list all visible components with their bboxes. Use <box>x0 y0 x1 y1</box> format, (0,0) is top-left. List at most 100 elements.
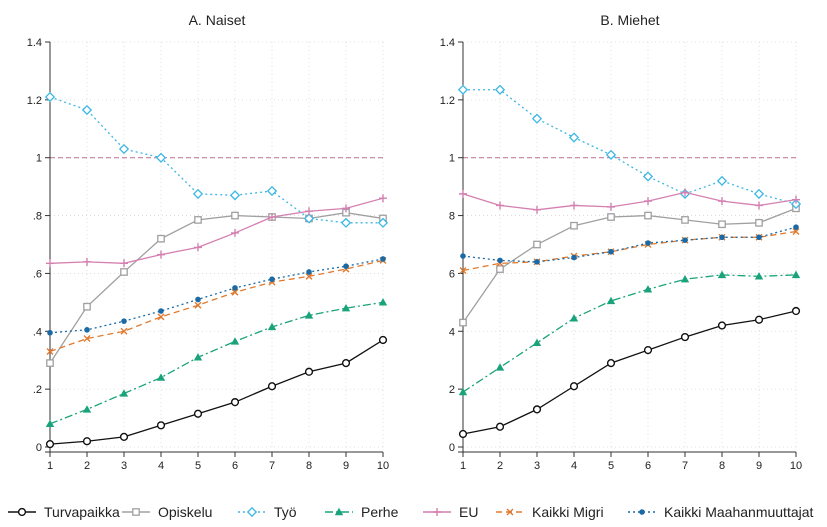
x-tick-label: 9 <box>343 460 349 472</box>
panel-miehet: B. Miehet 0 2 4 6 8 1 1.2 1.4 1 2 3 4 5 6 7 8 9 10 <box>440 12 802 472</box>
data-point <box>267 382 277 391</box>
data-point <box>719 234 725 241</box>
data-point <box>82 437 92 446</box>
data-point <box>121 318 127 324</box>
data-point <box>120 327 128 335</box>
data-point <box>681 188 689 197</box>
data-point <box>47 329 53 336</box>
data-point <box>459 189 467 198</box>
data-point <box>83 257 91 266</box>
data-point <box>644 211 652 220</box>
data-point <box>157 313 165 321</box>
legend-item: Opiskelu <box>122 504 212 520</box>
data-point <box>46 259 54 268</box>
data-point <box>193 353 203 361</box>
legend-marker <box>17 507 27 517</box>
data-point <box>231 211 239 220</box>
data-point <box>754 315 764 324</box>
series-line <box>49 96 383 224</box>
panel-title: B. Miehet <box>600 12 659 28</box>
data-point <box>46 348 54 356</box>
series-perhe <box>45 298 388 428</box>
y-tick-label: 0 <box>449 442 455 454</box>
legend: Turvapaikka Opiskelu Työ Perhe EU Kaikki Migr… <box>8 504 814 520</box>
data-point <box>156 373 166 381</box>
legend-label: EU <box>459 504 478 520</box>
data-point <box>83 335 91 343</box>
legend-item: Työ <box>238 504 297 520</box>
data-point <box>230 337 240 345</box>
series-line <box>462 274 797 393</box>
x-tick-label: 4 <box>158 460 164 472</box>
data-point <box>45 419 55 428</box>
x-tick-label: 7 <box>269 460 275 472</box>
data-point <box>341 359 351 368</box>
legend-marker <box>246 506 258 518</box>
data-point <box>155 152 167 163</box>
y-tick-label: .2 <box>33 384 42 396</box>
data-point <box>194 243 202 252</box>
data-point <box>84 327 90 333</box>
data-point <box>790 198 802 210</box>
x-tick-label: 5 <box>195 460 201 472</box>
legend-label: Turvapaikka <box>44 504 120 520</box>
data-point <box>606 296 616 305</box>
legend-marker <box>132 508 140 516</box>
data-point <box>496 265 504 273</box>
series-line <box>49 339 384 445</box>
data-point <box>570 221 578 230</box>
data-point <box>681 216 689 224</box>
data-point <box>457 84 469 95</box>
data-point <box>195 296 201 303</box>
data-point <box>83 302 91 311</box>
series-line <box>462 191 797 211</box>
series-line <box>49 212 384 364</box>
x-tick-label: 10 <box>377 460 389 472</box>
data-point <box>643 285 653 293</box>
data-point <box>269 276 275 283</box>
data-point <box>793 224 799 230</box>
y-tick-label: .4 <box>33 326 42 338</box>
legend-marker <box>639 509 645 515</box>
series-kaikki-migri <box>46 256 387 356</box>
panel-naiset: A. Naiset 0 .2 .4 .6 .8 1 1.2 1.4 1 2 3 4 5 6 7 8 9 10 <box>27 12 389 472</box>
legend-label: Perhe <box>361 504 399 520</box>
data-point <box>607 213 615 221</box>
data-point <box>459 267 467 275</box>
data-point <box>570 201 578 210</box>
data-point <box>754 272 764 280</box>
data-point <box>305 272 313 280</box>
data-point <box>267 322 277 331</box>
series-kaikki-maahanmuuttajat <box>460 224 799 265</box>
data-point <box>608 248 614 255</box>
series-line <box>49 301 384 425</box>
series-turvapaikka <box>458 306 801 439</box>
data-point <box>120 268 128 276</box>
data-point <box>193 409 203 418</box>
legend-marker <box>334 507 344 516</box>
data-point <box>569 382 579 391</box>
data-point <box>231 228 239 237</box>
series-perhe <box>458 270 801 396</box>
data-point <box>157 250 165 259</box>
data-point <box>45 440 55 449</box>
x-tick-label: 1 <box>47 460 53 472</box>
legend-item: Perhe <box>325 504 399 520</box>
panel-title: A. Naiset <box>189 12 246 28</box>
series-line <box>49 259 384 353</box>
data-point <box>755 218 763 227</box>
y-tick-label: 6 <box>449 268 455 280</box>
y-tick-label: 1.4 <box>27 37 42 49</box>
data-point <box>495 422 505 431</box>
data-point <box>792 195 800 204</box>
series-line <box>462 207 797 323</box>
data-point <box>459 318 467 327</box>
data-point <box>458 387 468 396</box>
series-eu <box>46 194 387 268</box>
data-point <box>682 237 688 243</box>
data-point <box>680 275 690 283</box>
data-point <box>496 201 504 210</box>
data-point <box>304 367 314 376</box>
y-tick-label: 4 <box>449 326 455 338</box>
